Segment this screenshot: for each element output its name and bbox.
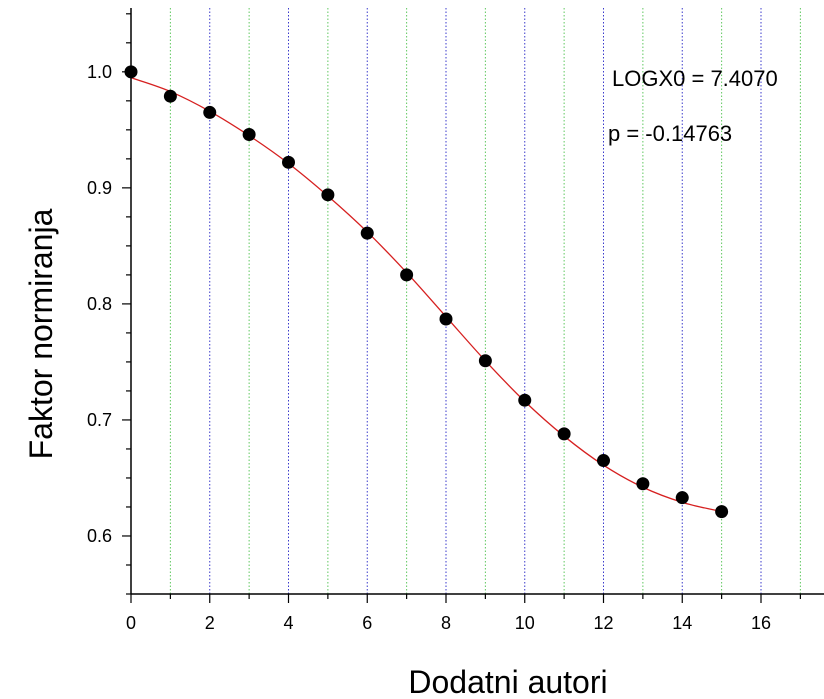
data-point <box>361 227 374 240</box>
data-point <box>440 312 453 325</box>
data-point <box>282 156 295 169</box>
data-point <box>479 354 492 367</box>
data-point <box>597 454 610 467</box>
x-tick-label: 0 <box>126 613 136 633</box>
x-tick-label: 2 <box>205 613 215 633</box>
data-point <box>243 128 256 141</box>
x-tick-label: 16 <box>751 613 771 633</box>
data-point <box>676 491 689 504</box>
data-point <box>400 268 413 281</box>
x-tick-label: 8 <box>441 613 451 633</box>
data-point <box>636 477 649 490</box>
data-point <box>321 188 334 201</box>
annotation-logx0: LOGX0 = 7.4070 <box>612 66 778 91</box>
data-point <box>715 505 728 518</box>
data-point <box>558 427 571 440</box>
data-point <box>164 90 177 103</box>
annotation-p: p = -0.14763 <box>608 121 732 146</box>
grid-lines <box>170 8 800 594</box>
x-ticks: 0 2 4 6 8 10 12 14 16 <box>126 594 800 633</box>
y-tick-label: 0.7 <box>87 410 112 430</box>
x-tick-label: 4 <box>283 613 293 633</box>
x-tick-label: 12 <box>593 613 613 633</box>
x-tick-label: 14 <box>672 613 692 633</box>
data-point <box>203 106 216 119</box>
x-tick-label: 10 <box>515 613 535 633</box>
y-axis-title: Faktor normiranja <box>23 208 59 459</box>
y-tick-label: 0.6 <box>87 526 112 546</box>
y-ticks: 0.6 0.7 0.8 0.9 1.0 <box>87 14 131 594</box>
x-tick-label: 6 <box>362 613 372 633</box>
x-axis-title: Dodatni autori <box>408 664 607 699</box>
y-tick-label: 0.9 <box>87 178 112 198</box>
data-point <box>518 394 531 407</box>
y-tick-label: 0.8 <box>87 294 112 314</box>
y-tick-label: 1.0 <box>87 62 112 82</box>
